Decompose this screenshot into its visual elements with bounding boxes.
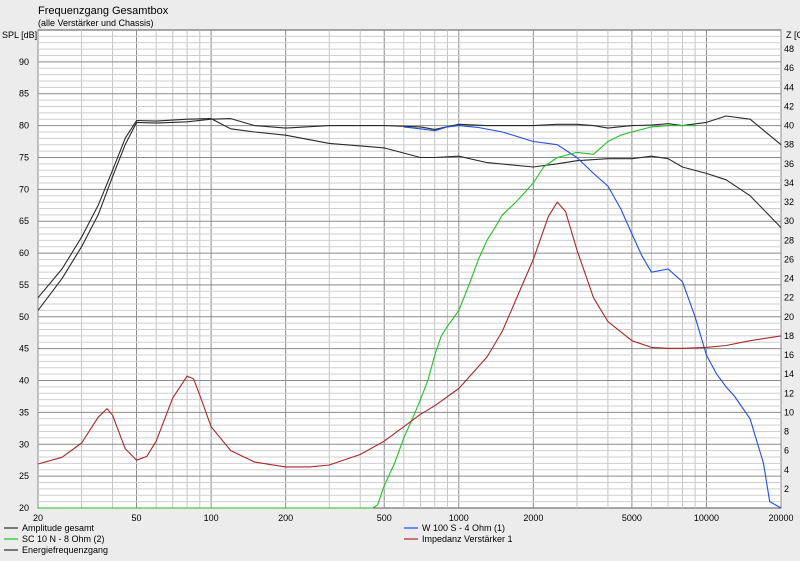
y-right-tick-label: 48 <box>784 44 794 54</box>
y-left-tick-label: 50 <box>19 312 29 322</box>
y-left-tick-label: 25 <box>19 471 29 481</box>
y-right-tick-label: 14 <box>784 369 794 379</box>
x-tick-label: 50 <box>132 513 142 523</box>
plot-area <box>37 29 782 509</box>
y-left-tick-label: 70 <box>19 184 29 194</box>
series-line <box>37 118 782 299</box>
y-left-tick-label: 90 <box>19 57 29 67</box>
legend-label: Amplitude gesamt <box>22 523 95 533</box>
y-left-tick-label: 55 <box>19 280 29 290</box>
y-left-tick-label: 35 <box>19 407 29 417</box>
y-right-tick-label: 32 <box>784 197 794 207</box>
y-right-tick-label: 10 <box>784 407 794 417</box>
y-right-tick-label: 18 <box>784 331 794 341</box>
x-tick-label: 5000 <box>622 513 642 523</box>
legend-label: Impedanz Verstärker 1 <box>422 534 513 544</box>
y-axis-right-label: Z [Ohm] <box>786 30 800 40</box>
y-left-tick-label: 60 <box>19 248 29 258</box>
y-left-tick-label: 20 <box>19 503 29 513</box>
x-tick-label: 10000 <box>694 513 719 523</box>
y-right-tick-label: 40 <box>784 121 794 131</box>
y-right-tick-label: 20 <box>784 312 794 322</box>
legend-label: SC 10 N - 8 Ohm (2) <box>22 534 105 544</box>
y-axis-left-label: SPL [dB] <box>2 30 37 40</box>
legend-label: Energiefrequenzgang <box>22 545 108 555</box>
y-right-tick-label: 8 <box>784 427 789 437</box>
y-right-tick-label: 24 <box>784 274 794 284</box>
y-left-tick-label: 85 <box>19 89 29 99</box>
y-right-tick-label: 42 <box>784 101 794 111</box>
y-right-tick-label: 28 <box>784 235 794 245</box>
y-left-tick-label: 75 <box>19 152 29 162</box>
y-right-tick-label: 16 <box>784 350 794 360</box>
axis-ticks: 20 50 100 200 500 1000 2000 5000 10000 20000 20 25 3… <box>19 44 794 523</box>
chart-title: Frequenzgang Gesamtbox <box>38 5 169 17</box>
y-right-tick-label: 38 <box>784 140 794 150</box>
y-right-tick-label: 44 <box>784 82 794 92</box>
grid <box>37 30 782 508</box>
x-tick-label: 200 <box>278 513 293 523</box>
y-right-tick-label: 34 <box>784 178 794 188</box>
series-group <box>37 115 782 509</box>
series-line <box>37 115 782 311</box>
x-tick-label: 100 <box>204 513 219 523</box>
y-right-tick-label: 4 <box>784 465 789 475</box>
x-tick-label: 20 <box>33 513 43 523</box>
series-line <box>403 125 782 509</box>
y-right-tick-label: 26 <box>784 254 794 264</box>
x-tick-label: 20000 <box>768 513 793 523</box>
y-left-tick-label: 45 <box>19 344 29 354</box>
y-right-tick-label: 6 <box>784 446 789 456</box>
chart-subtitle: (alle Verstärker und Chassis) <box>38 18 154 28</box>
legend-label: W 100 S - 4 Ohm (1) <box>422 523 505 533</box>
x-tick-label: 2000 <box>523 513 543 523</box>
series-line <box>37 201 782 468</box>
y-right-tick-label: 22 <box>784 293 794 303</box>
y-right-tick-label: 36 <box>784 159 794 169</box>
y-right-tick-label: 2 <box>784 484 789 494</box>
series-line <box>38 125 696 509</box>
y-right-tick-label: 46 <box>784 63 794 73</box>
y-left-tick-label: 40 <box>19 376 29 386</box>
x-tick-label: 500 <box>377 513 392 523</box>
y-right-tick-label: 30 <box>784 216 794 226</box>
x-tick-label: 1000 <box>449 513 469 523</box>
y-right-tick-label: 12 <box>784 388 794 398</box>
y-left-tick-label: 30 <box>19 439 29 449</box>
y-left-tick-label: 65 <box>19 216 29 226</box>
y-left-tick-label: 80 <box>19 121 29 131</box>
